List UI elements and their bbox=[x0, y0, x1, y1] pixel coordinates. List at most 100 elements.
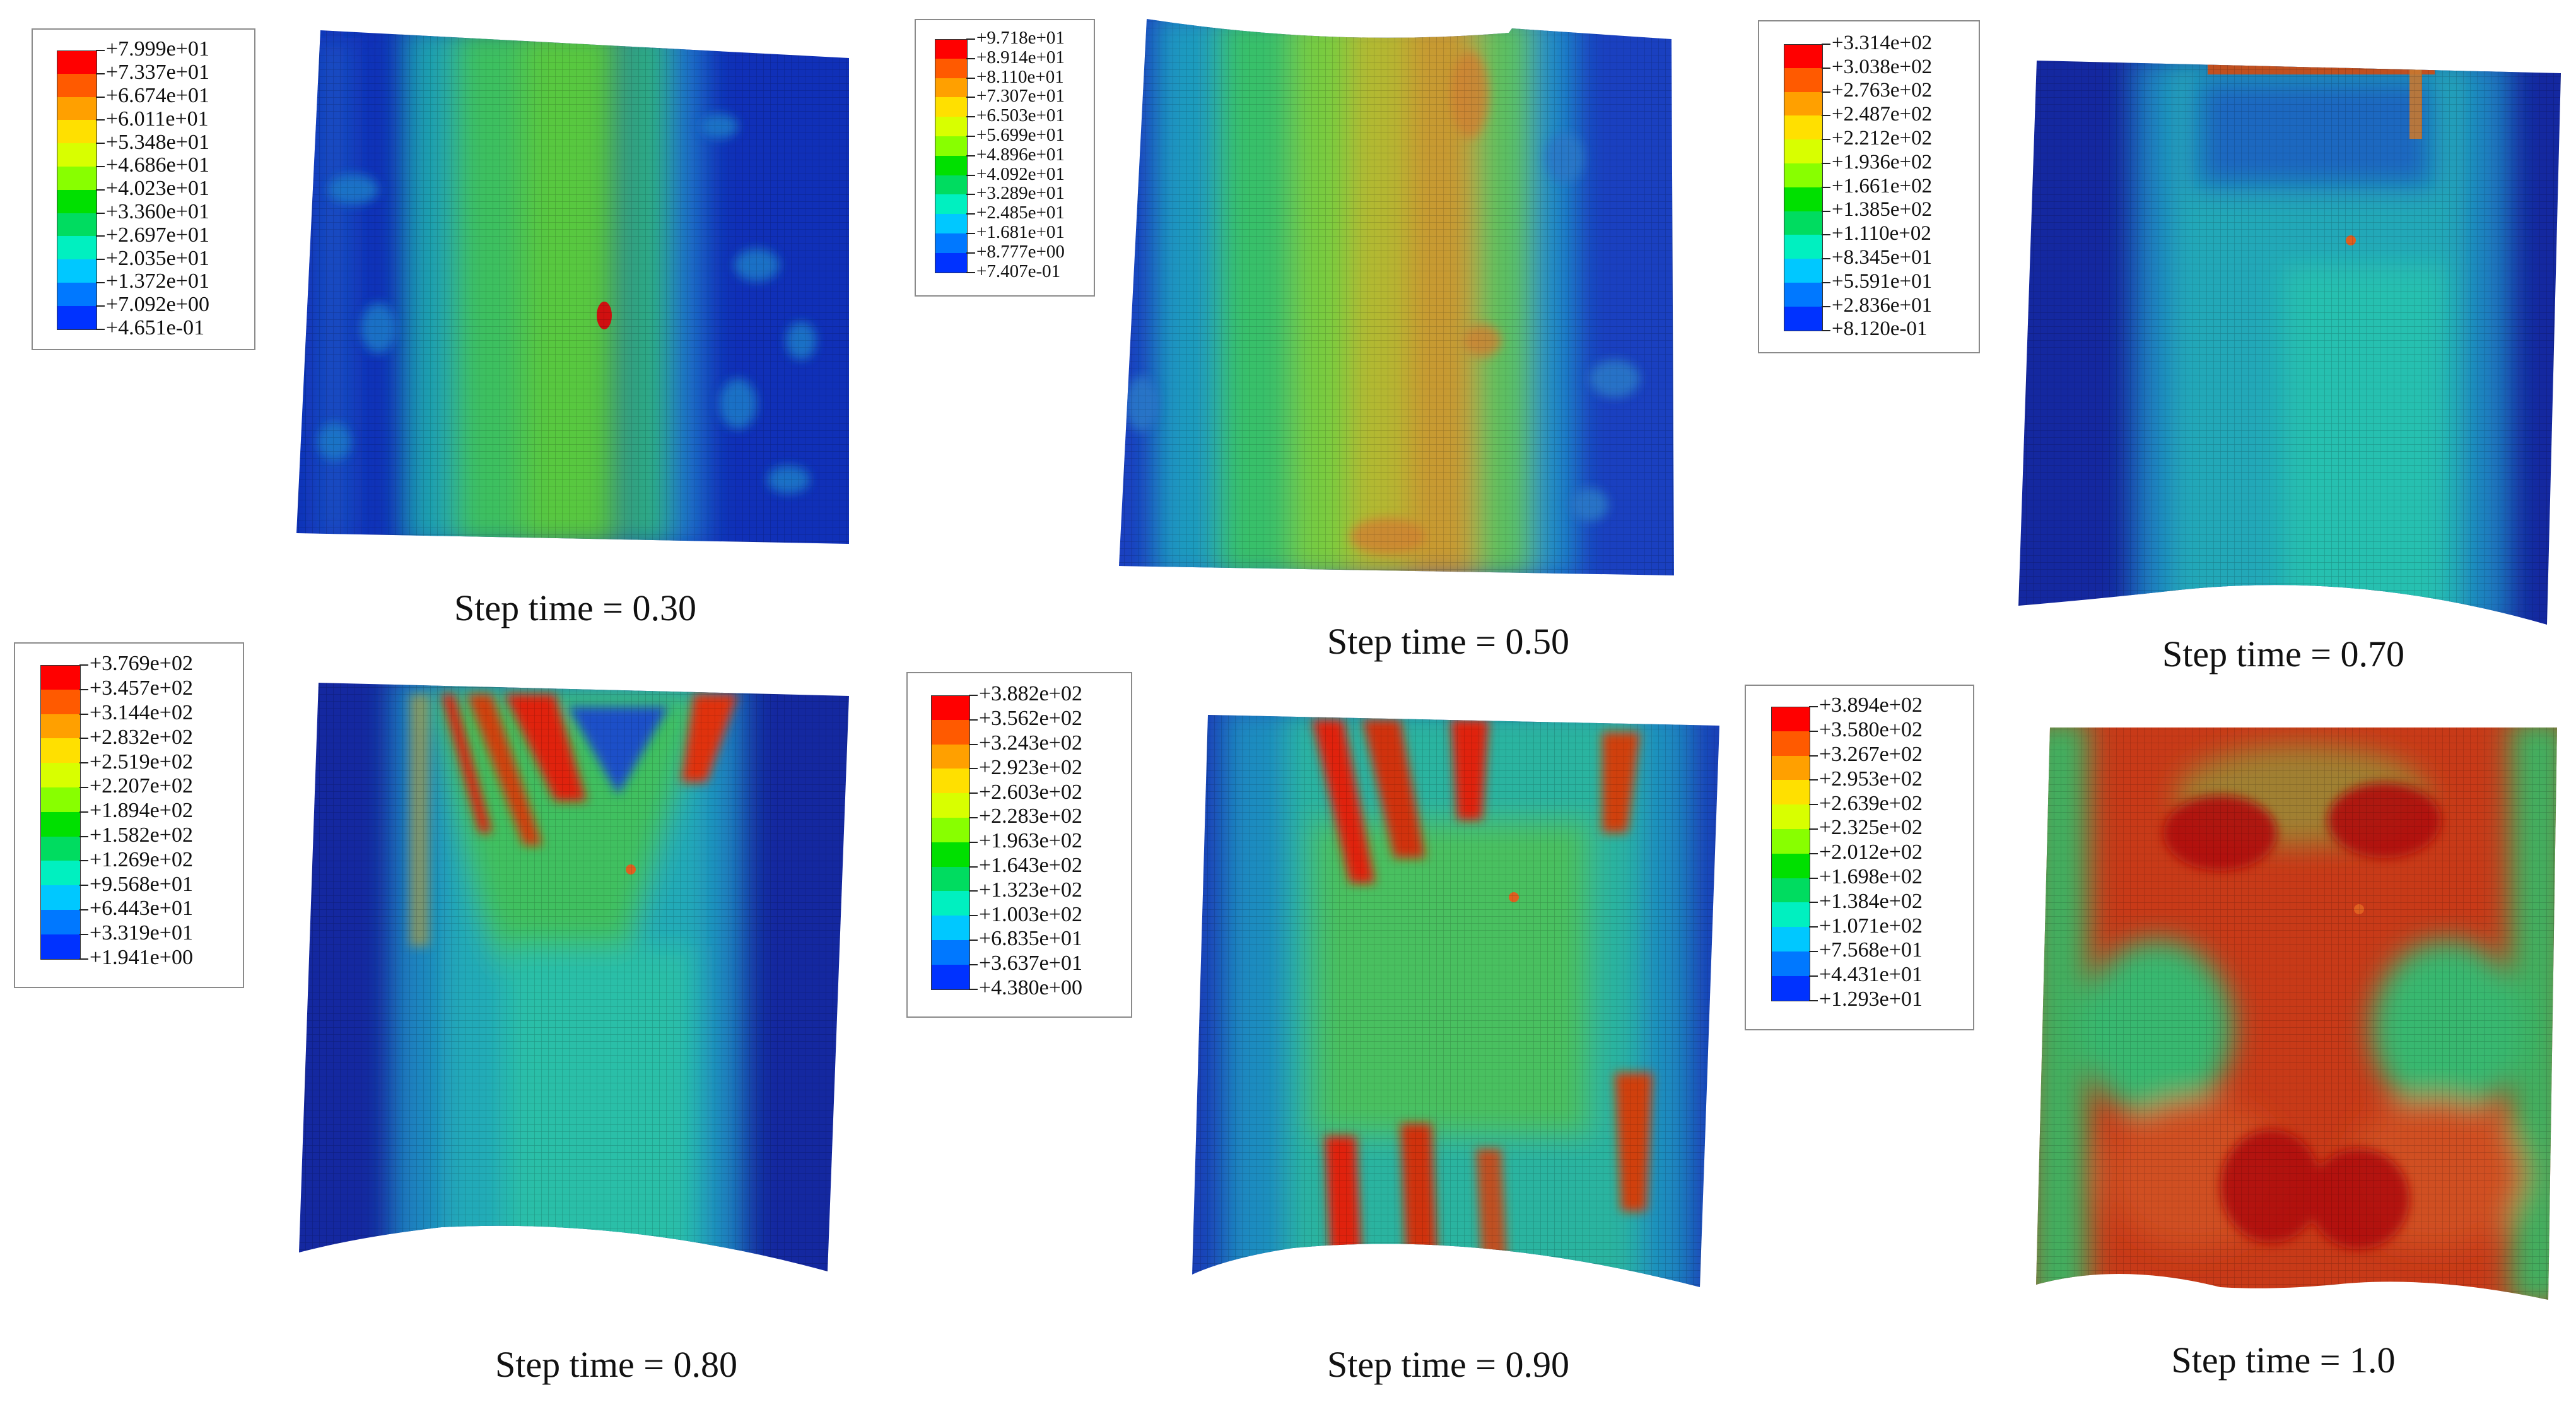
legend-tick bbox=[1822, 305, 1830, 307]
legend-tick bbox=[79, 762, 88, 764]
legend-tick bbox=[96, 166, 105, 167]
legend-swatch bbox=[57, 120, 97, 144]
legend-label: +1.643e+02 bbox=[979, 853, 1082, 877]
legend-tick bbox=[96, 189, 105, 191]
legend-swatch bbox=[57, 213, 97, 237]
legend-tick bbox=[96, 282, 105, 283]
caption-step-0-80: Step time = 0.80 bbox=[495, 1344, 737, 1385]
legend-tick bbox=[969, 890, 978, 892]
legend-label: +3.243e+02 bbox=[979, 731, 1082, 755]
legend-label: +2.035e+01 bbox=[106, 246, 209, 270]
legend-swatch bbox=[1784, 139, 1823, 164]
legend-swatch bbox=[1784, 91, 1823, 117]
legend-label: +2.953e+02 bbox=[1819, 767, 1923, 791]
legend-label: +1.385e+02 bbox=[1832, 198, 1933, 221]
legend-swatch bbox=[931, 940, 970, 965]
legend-tick bbox=[79, 664, 88, 666]
legend-label: +1.681e+01 bbox=[976, 222, 1065, 243]
legend-swatch bbox=[935, 97, 968, 118]
legend-label: +4.431e+01 bbox=[1819, 963, 1923, 987]
legend-tick bbox=[969, 988, 978, 990]
legend-tick bbox=[969, 940, 978, 941]
legend-swatch bbox=[57, 283, 97, 307]
legend-swatch bbox=[931, 842, 970, 868]
legend-tick bbox=[966, 116, 975, 118]
legend-label: +2.763e+02 bbox=[1832, 79, 1933, 102]
plate-step-0-50 bbox=[1119, 19, 1674, 575]
legend-swatch bbox=[931, 695, 970, 721]
legend-swatch bbox=[1784, 306, 1823, 331]
legend-label: +1.293e+01 bbox=[1819, 987, 1923, 1011]
caption-step-0-90: Step time = 0.90 bbox=[1327, 1344, 1569, 1385]
legend-label: +8.914e+01 bbox=[976, 47, 1065, 68]
legend-tick bbox=[1809, 975, 1818, 977]
legend-swatch bbox=[1771, 927, 1810, 952]
legend-tick bbox=[1822, 115, 1830, 117]
legend-label: +7.568e+01 bbox=[1819, 938, 1923, 962]
legend-swatch bbox=[40, 885, 81, 910]
caption-step-1-0: Step time = 1.0 bbox=[2171, 1340, 2396, 1381]
legend-tick bbox=[1809, 755, 1818, 757]
plate-step-0-70 bbox=[2018, 61, 2561, 625]
legend-label: +4.651e-01 bbox=[106, 315, 205, 339]
legend-label: +2.832e+02 bbox=[90, 725, 193, 749]
legend-label: +3.894e+02 bbox=[1819, 693, 1923, 717]
legend-tick bbox=[96, 212, 105, 214]
legend-tick bbox=[969, 743, 978, 745]
plate-step-0-80 bbox=[299, 683, 849, 1271]
legend-label: +1.003e+02 bbox=[979, 902, 1082, 926]
legend-label: +7.337e+01 bbox=[106, 61, 209, 85]
legend-label: +3.882e+02 bbox=[979, 682, 1082, 706]
legend-label: +2.012e+02 bbox=[1819, 840, 1923, 864]
legend-tick bbox=[969, 719, 978, 721]
legend-swatch bbox=[57, 50, 97, 74]
legend-swatch bbox=[40, 836, 81, 862]
legend-tick bbox=[1822, 282, 1830, 283]
legend-tick bbox=[966, 271, 975, 273]
legend-swatch bbox=[931, 818, 970, 843]
legend-tick bbox=[969, 866, 978, 868]
legend-swatch bbox=[931, 866, 970, 892]
legend-swatch bbox=[40, 811, 81, 837]
legend-tick bbox=[96, 259, 105, 261]
legend-label: +6.674e+01 bbox=[106, 83, 209, 107]
legend-label: +2.207e+02 bbox=[90, 774, 193, 798]
legend-tick bbox=[96, 96, 105, 98]
legend-tick bbox=[1809, 828, 1818, 830]
legend-tick bbox=[969, 768, 978, 770]
legend-tick bbox=[79, 835, 88, 837]
legend-swatch bbox=[931, 916, 970, 941]
legend-label: +1.963e+02 bbox=[979, 829, 1082, 853]
legend-swatch bbox=[40, 787, 81, 813]
legend-swatch bbox=[935, 252, 968, 273]
legend-label: +8.345e+01 bbox=[1832, 246, 1933, 269]
legend-tick bbox=[966, 77, 975, 79]
legend-swatch bbox=[1771, 755, 1810, 781]
legend-swatch bbox=[57, 143, 97, 167]
legend-swatch bbox=[40, 861, 81, 887]
legend-tick bbox=[966, 136, 975, 137]
legend-tick bbox=[96, 50, 105, 51]
legend-tick bbox=[969, 695, 978, 696]
legend-label: +2.212e+02 bbox=[1832, 127, 1933, 150]
legend-step-0-50: +9.718e+01 +8.914e+01 +8.110e+01 +7.307e+01… bbox=[915, 19, 1095, 297]
legend-label: +6.503e+01 bbox=[976, 105, 1065, 126]
legend-tick bbox=[1822, 186, 1830, 188]
legend-label: +3.637e+01 bbox=[979, 951, 1082, 975]
legend-tick bbox=[1822, 67, 1830, 69]
legend-label: +6.011e+01 bbox=[106, 107, 209, 131]
legend-label: +8.777e+00 bbox=[976, 241, 1065, 262]
legend-swatch bbox=[57, 73, 97, 98]
legend-tick bbox=[969, 915, 978, 917]
legend-tick bbox=[969, 841, 978, 843]
legend-label: +1.698e+02 bbox=[1819, 864, 1923, 888]
legend-label: +1.661e+02 bbox=[1832, 174, 1933, 197]
legend-tick bbox=[96, 235, 105, 237]
legend-swatch bbox=[1771, 829, 1810, 854]
legend-tick bbox=[966, 233, 975, 234]
legend-label: +1.269e+02 bbox=[90, 847, 193, 871]
legend-label: +4.023e+01 bbox=[106, 177, 209, 201]
legend-label: +8.120e-01 bbox=[1832, 317, 1928, 341]
legend-tick bbox=[79, 713, 88, 715]
legend-label: +2.485e+01 bbox=[976, 203, 1065, 223]
